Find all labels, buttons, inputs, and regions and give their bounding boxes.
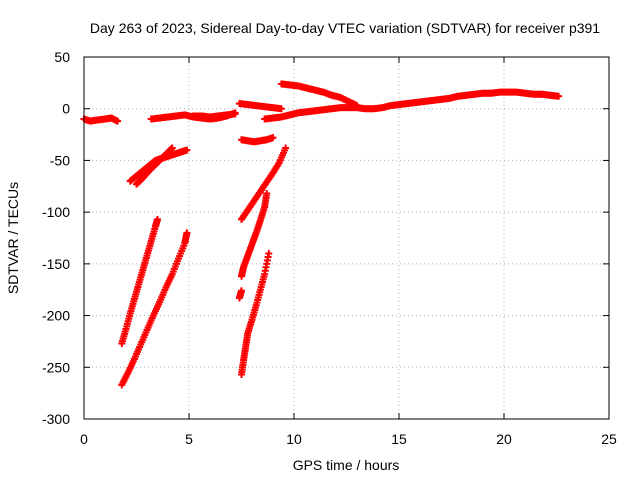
data-point [231, 110, 239, 118]
y-tick-label: -300 [42, 411, 70, 427]
series-s7 [238, 134, 277, 146]
series-s1 [80, 114, 122, 125]
y-tick-label: -150 [42, 256, 70, 272]
x-tick-label: 20 [496, 431, 512, 447]
axis-ticks [83, 56, 610, 420]
y-tick-label: -50 [50, 152, 70, 168]
series-s3 [189, 110, 239, 121]
series-s13 [238, 190, 271, 280]
data-point [263, 190, 271, 198]
y-tick-label: -100 [42, 204, 70, 220]
y-tick-labels: 50 0 -50 -100 -150 -200 -250 -300 [42, 49, 70, 427]
x-axis-label: GPS time / hours [293, 457, 400, 473]
x-tick-label: 5 [185, 431, 193, 447]
x-tick-label: 25 [601, 431, 617, 447]
data-point [168, 144, 176, 152]
data-point [183, 146, 191, 154]
series-s8 [126, 146, 191, 185]
x-tick-labels: 0 5 10 15 20 25 [80, 431, 617, 447]
series-s14 [235, 287, 245, 302]
x-tick-label: 0 [80, 431, 88, 447]
data-point [282, 144, 290, 152]
plot-frame [83, 56, 610, 420]
data-point [555, 92, 563, 100]
y-axis-label: SDTVAR / TECUs [5, 182, 21, 294]
data-point [269, 134, 277, 142]
x-tick-label: 10 [286, 431, 302, 447]
data-point [114, 117, 122, 125]
grid [84, 57, 609, 419]
chart-title: Day 263 of 2023, Sidereal Day-to-day VTE… [90, 20, 600, 36]
y-tick-label: 0 [62, 101, 70, 117]
series-s4 [235, 100, 285, 113]
y-tick-label: 50 [54, 49, 70, 65]
y-tick-label: -200 [42, 308, 70, 324]
series-s6 [261, 88, 563, 123]
series-s12 [238, 144, 290, 223]
series-s11 [118, 229, 191, 389]
y-tick-label: -250 [42, 359, 70, 375]
data-point [154, 215, 161, 223]
data-point [277, 105, 285, 113]
data-point [183, 229, 191, 237]
series-s10 [118, 215, 161, 347]
series-s15 [238, 250, 273, 379]
data-point [265, 250, 273, 258]
data-points [80, 80, 563, 389]
data-point [238, 287, 245, 295]
x-tick-label: 15 [391, 431, 407, 447]
series-s9 [133, 144, 176, 188]
